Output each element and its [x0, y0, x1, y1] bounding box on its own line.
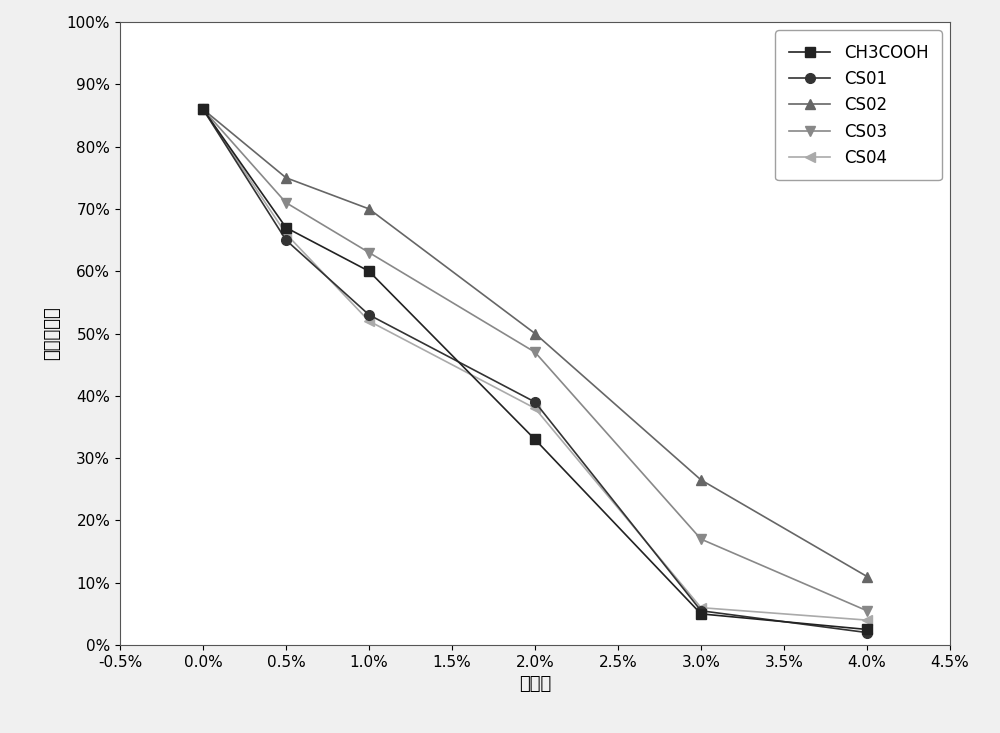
- CS01: [861, 628, 873, 637]
- CS01: [280, 236, 292, 245]
- CS03: [280, 199, 292, 207]
- CS04: [197, 105, 209, 114]
- CS04: [363, 317, 375, 325]
- CS03: [363, 248, 375, 257]
- CH3COOH: [861, 625, 873, 634]
- CS04: [529, 404, 541, 413]
- CH3COOH: [529, 435, 541, 444]
- CS02: [280, 174, 292, 183]
- Line: CH3COOH: CH3COOH: [198, 104, 872, 634]
- CS02: [695, 476, 707, 485]
- CS01: [363, 311, 375, 320]
- CH3COOH: [695, 610, 707, 619]
- Line: CS01: CS01: [198, 104, 872, 638]
- CS02: [529, 329, 541, 338]
- CS02: [861, 572, 873, 581]
- Line: CS02: CS02: [198, 104, 872, 581]
- CH3COOH: [197, 105, 209, 114]
- CS02: [363, 205, 375, 213]
- CS04: [695, 603, 707, 612]
- CH3COOH: [363, 267, 375, 276]
- Line: CS04: CS04: [198, 104, 872, 625]
- CS01: [529, 397, 541, 406]
- Y-axis label: 结焦抑制率: 结焦抑制率: [43, 306, 61, 361]
- CS04: [280, 229, 292, 238]
- CS03: [529, 348, 541, 357]
- CS04: [861, 616, 873, 625]
- X-axis label: 添加量: 添加量: [519, 675, 551, 693]
- Legend: CH3COOH, CS01, CS02, CS03, CS04: CH3COOH, CS01, CS02, CS03, CS04: [775, 30, 942, 180]
- CS03: [695, 535, 707, 544]
- Line: CS03: CS03: [198, 104, 872, 616]
- CS01: [695, 606, 707, 615]
- CS03: [197, 105, 209, 114]
- CH3COOH: [280, 224, 292, 232]
- CS03: [861, 606, 873, 615]
- CS01: [197, 105, 209, 114]
- CS02: [197, 105, 209, 114]
